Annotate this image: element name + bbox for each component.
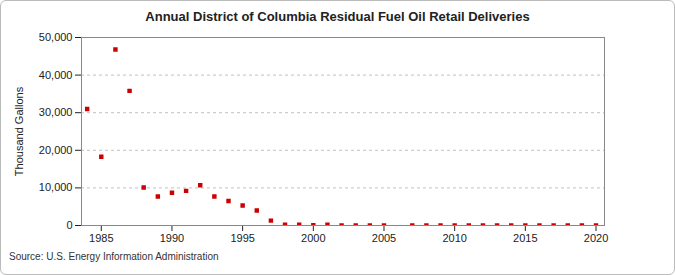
svg-text:2015: 2015 xyxy=(513,232,537,244)
svg-text:1985: 1985 xyxy=(89,232,113,244)
svg-text:50,000: 50,000 xyxy=(39,31,73,43)
svg-text:30,000: 30,000 xyxy=(39,106,73,118)
svg-text:40,000: 40,000 xyxy=(39,69,73,81)
html-text:Source: U.S. Energy Informatio: Source: U.S. Energy Information Administ… xyxy=(9,251,219,262)
svg-text:2005: 2005 xyxy=(372,232,396,244)
svg-text:20,000: 20,000 xyxy=(39,144,73,156)
svg-text:Thousand Gallons: Thousand Gallons xyxy=(13,86,25,176)
svg-text:2020: 2020 xyxy=(584,232,608,244)
svg-text:10,000: 10,000 xyxy=(39,181,73,193)
svg-text:2010: 2010 xyxy=(442,232,466,244)
html-text:Annual District of Columbia Re: Annual District of Columbia Residual Fue… xyxy=(145,9,530,24)
svg-text:1995: 1995 xyxy=(230,232,254,244)
svg-text:2000: 2000 xyxy=(301,232,325,244)
svg-text:1990: 1990 xyxy=(160,232,184,244)
svg-text:0: 0 xyxy=(66,219,72,231)
